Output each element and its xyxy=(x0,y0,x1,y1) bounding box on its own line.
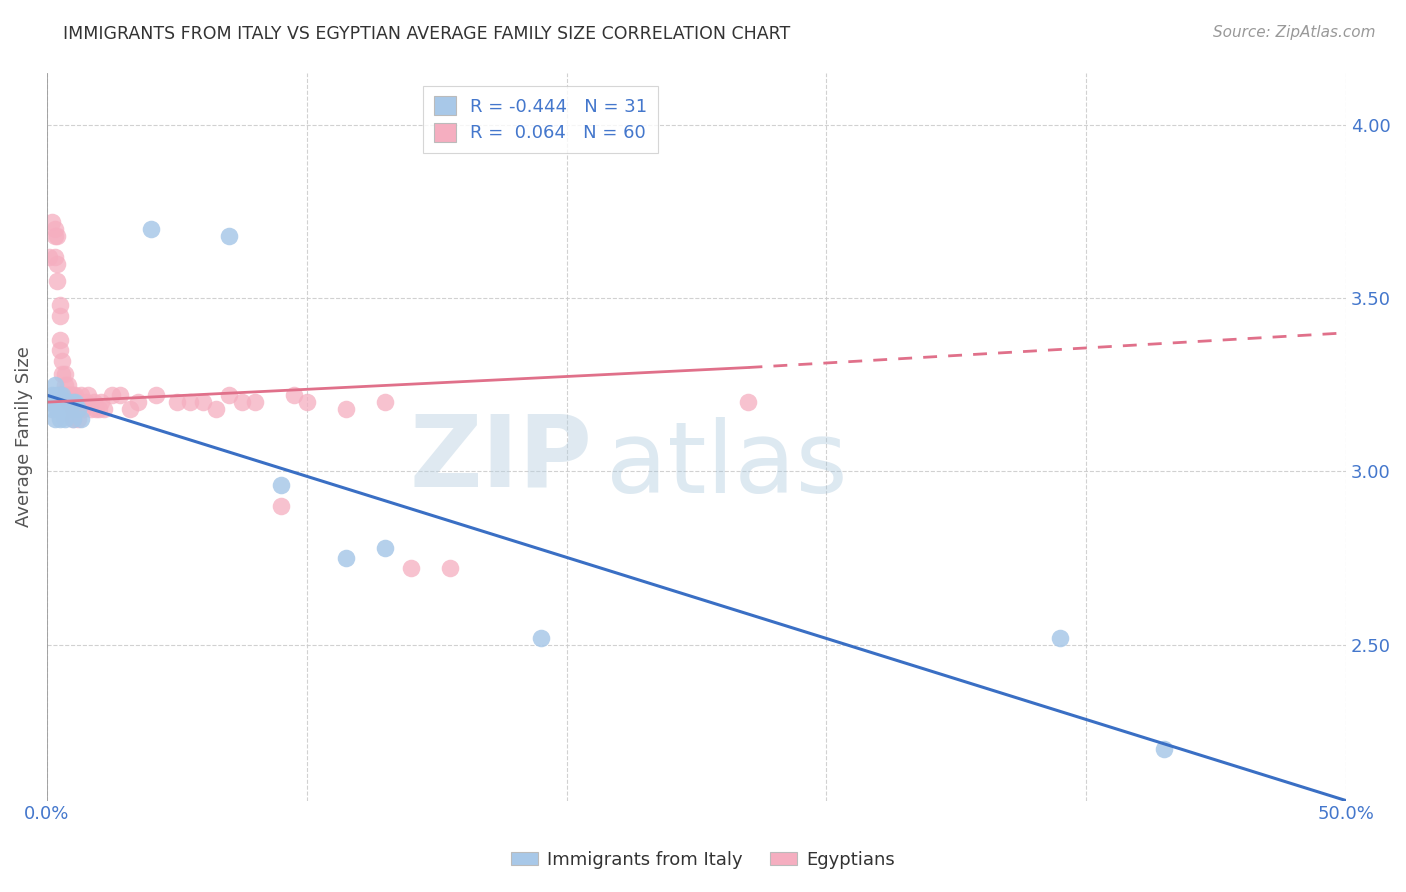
Point xyxy=(38,395,60,409)
Point xyxy=(53,377,76,392)
Point xyxy=(49,333,72,347)
Point xyxy=(65,395,87,409)
Point xyxy=(218,388,240,402)
Point xyxy=(231,395,253,409)
Point xyxy=(67,412,90,426)
Point xyxy=(46,228,69,243)
Point xyxy=(59,402,82,417)
Point xyxy=(56,388,79,402)
Point xyxy=(49,309,72,323)
Point xyxy=(51,388,73,402)
Point xyxy=(49,298,72,312)
Point xyxy=(46,256,69,270)
Point xyxy=(51,368,73,382)
Text: ZIP: ZIP xyxy=(409,410,592,508)
Point xyxy=(191,395,214,409)
Point xyxy=(62,402,84,417)
Point xyxy=(439,561,461,575)
Point xyxy=(72,402,94,417)
Point xyxy=(101,388,124,402)
Point xyxy=(270,478,292,492)
Point xyxy=(145,388,167,402)
Point xyxy=(62,412,84,426)
Point xyxy=(56,402,79,417)
Point xyxy=(65,395,87,409)
Text: Source: ZipAtlas.com: Source: ZipAtlas.com xyxy=(1212,25,1375,40)
Point xyxy=(243,395,266,409)
Point xyxy=(46,274,69,288)
Point xyxy=(77,388,100,402)
Point xyxy=(56,395,79,409)
Point xyxy=(46,402,69,417)
Point xyxy=(67,402,90,417)
Point xyxy=(283,388,305,402)
Legend: Immigrants from Italy, Egyptians: Immigrants from Italy, Egyptians xyxy=(503,844,903,876)
Point xyxy=(65,388,87,402)
Point xyxy=(49,395,72,409)
Point xyxy=(49,388,72,402)
Point xyxy=(374,395,396,409)
Point xyxy=(59,395,82,409)
Point xyxy=(53,412,76,426)
Point xyxy=(295,395,318,409)
Point xyxy=(44,228,66,243)
Point xyxy=(41,215,63,229)
Point xyxy=(84,402,107,417)
Point xyxy=(67,402,90,417)
Point xyxy=(374,541,396,555)
Point xyxy=(41,388,63,402)
Point xyxy=(737,395,759,409)
Point xyxy=(69,388,91,402)
Point xyxy=(51,402,73,417)
Point xyxy=(49,412,72,426)
Point xyxy=(53,402,76,417)
Point xyxy=(108,388,131,402)
Point xyxy=(51,353,73,368)
Point xyxy=(127,395,149,409)
Point xyxy=(49,343,72,358)
Text: IMMIGRANTS FROM ITALY VS EGYPTIAN AVERAGE FAMILY SIZE CORRELATION CHART: IMMIGRANTS FROM ITALY VS EGYPTIAN AVERAG… xyxy=(63,25,790,43)
Point xyxy=(62,395,84,409)
Point xyxy=(93,402,115,417)
Point xyxy=(44,412,66,426)
Point xyxy=(53,368,76,382)
Point xyxy=(139,222,162,236)
Point xyxy=(56,377,79,392)
Point xyxy=(59,388,82,402)
Point xyxy=(56,395,79,409)
Point xyxy=(335,402,357,417)
Point xyxy=(399,561,422,575)
Legend: R = -0.444   N = 31, R =  0.064   N = 60: R = -0.444 N = 31, R = 0.064 N = 60 xyxy=(423,86,658,153)
Point xyxy=(69,412,91,426)
Point xyxy=(87,402,110,417)
Point xyxy=(218,228,240,243)
Point xyxy=(53,388,76,402)
Point xyxy=(75,395,97,409)
Point xyxy=(46,388,69,402)
Point xyxy=(62,395,84,409)
Point xyxy=(41,402,63,417)
Point xyxy=(1153,741,1175,756)
Point xyxy=(1049,631,1071,645)
Point xyxy=(118,402,141,417)
Point xyxy=(179,395,201,409)
Point xyxy=(166,395,188,409)
Text: atlas: atlas xyxy=(606,417,848,515)
Point xyxy=(62,388,84,402)
Point xyxy=(83,395,105,409)
Point xyxy=(44,222,66,236)
Point xyxy=(62,412,84,426)
Point xyxy=(80,402,103,417)
Point xyxy=(335,551,357,566)
Point xyxy=(38,250,60,264)
Point xyxy=(529,631,551,645)
Point xyxy=(44,377,66,392)
Point xyxy=(44,395,66,409)
Point xyxy=(44,250,66,264)
Point xyxy=(270,499,292,513)
Y-axis label: Average Family Size: Average Family Size xyxy=(15,346,32,527)
Point xyxy=(204,402,226,417)
Point xyxy=(90,395,112,409)
